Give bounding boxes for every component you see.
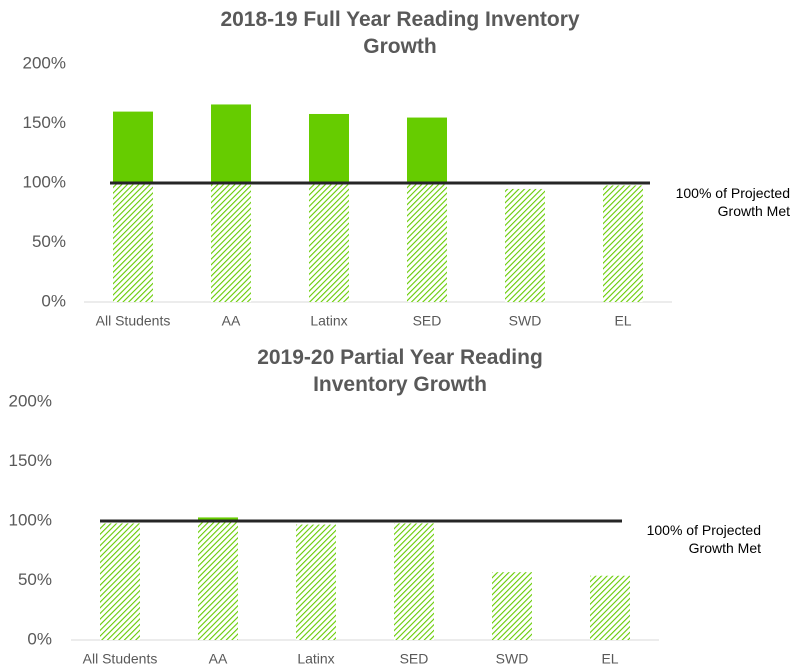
bar-below-target (590, 575, 630, 640)
y-tick-label: 200% (23, 53, 66, 72)
y-tick-label: 200% (9, 391, 52, 410)
bar-below-target (211, 183, 251, 302)
reference-label: 100% of Projected Growth Met (675, 185, 790, 219)
bar-below-target (603, 185, 643, 302)
y-tick-label: 150% (23, 113, 66, 132)
y-tick-label: 150% (9, 451, 52, 470)
x-tick-label: Latinx (297, 651, 334, 667)
x-tick-label: Latinx (310, 313, 347, 329)
bar-below-target (296, 524, 336, 640)
y-tick-label: 50% (32, 232, 66, 251)
bar-below-target (407, 183, 447, 302)
bar-below-target (100, 523, 140, 640)
bar-above-target (407, 117, 447, 183)
x-tick-label: EL (614, 313, 631, 329)
x-tick-label: AA (209, 651, 228, 667)
bar-above-target (309, 113, 349, 183)
bar-above-target (113, 111, 153, 183)
y-tick-label: 50% (18, 570, 52, 589)
x-tick-label: All Students (83, 651, 158, 667)
bar-below-target (309, 183, 349, 302)
bar-above-target (211, 104, 251, 183)
bar-above-target (198, 517, 238, 521)
x-tick-label: AA (222, 313, 241, 329)
y-tick-label: 100% (23, 172, 66, 191)
x-tick-label: SED (413, 313, 442, 329)
x-tick-label: SWD (496, 651, 529, 667)
chart-title: 2019-20 Partial Year Reading Inventory G… (257, 346, 543, 396)
bar-below-target (113, 183, 153, 302)
x-tick-label: SED (400, 651, 429, 667)
bar-below-target (198, 521, 238, 640)
y-tick-label: 0% (41, 291, 66, 310)
y-tick-label: 100% (9, 510, 52, 529)
bar-below-target (394, 523, 434, 640)
x-tick-label: SWD (509, 313, 542, 329)
x-tick-label: EL (601, 651, 618, 667)
x-tick-label: All Students (96, 313, 171, 329)
chart-title: 2018-19 Full Year Reading Inventory Grow… (220, 8, 580, 58)
reference-label: 100% of Projected Growth Met (646, 522, 761, 556)
y-tick-label: 0% (27, 629, 52, 648)
bar-below-target (492, 572, 532, 640)
bar-below-target (505, 188, 545, 302)
